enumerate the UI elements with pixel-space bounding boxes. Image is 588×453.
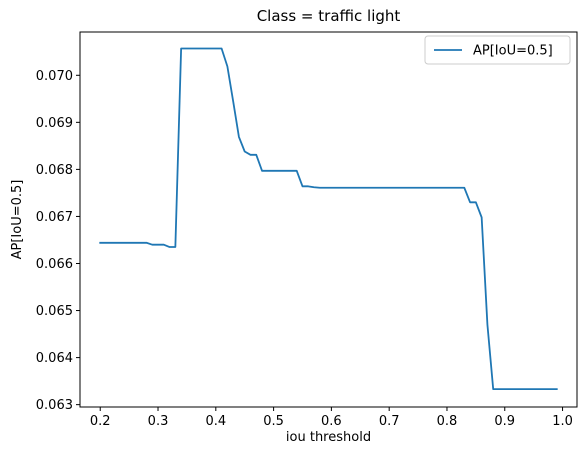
y-tick-label: 0.070	[36, 69, 73, 84]
axes-frame	[79, 31, 578, 408]
x-tick-label: 0.3	[148, 414, 169, 429]
y-tick-label: 0.068	[36, 163, 73, 178]
x-tick-label: 0.8	[437, 414, 458, 429]
legend: AP[IoU=0.5]	[424, 35, 571, 65]
y-tick-label: 0.067	[36, 210, 73, 225]
y-tick-label: 0.066	[36, 257, 73, 272]
y-tick-label: 0.064	[36, 351, 73, 366]
y-tick-label: 0.065	[36, 304, 73, 319]
x-tick-label: 0.7	[379, 414, 400, 429]
series-line-0	[99, 47, 558, 391]
x-tick-label: 1.0	[552, 414, 573, 429]
y-tick-label: 0.069	[36, 116, 73, 131]
chart-title: Class = traffic light	[257, 7, 401, 25]
x-axis-ticks: 0.2 0.3 0.4 0.5 0.6 0.7 0.8 0.9 1.0	[90, 407, 573, 429]
plot-area	[79, 31, 578, 408]
x-tick-label: 0.5	[263, 414, 284, 429]
x-tick-label: 0.9	[494, 414, 515, 429]
legend-label: AP[IoU=0.5]	[473, 44, 553, 59]
y-axis-label: AP[IoU=0.5]	[10, 180, 25, 260]
y-axis-ticks: 0.063 0.064 0.065 0.066 0.067 0.068 0.069 0.070	[36, 69, 80, 413]
legend-box	[424, 35, 571, 65]
x-tick-label: 0.2	[90, 414, 111, 429]
x-tick-label: 0.4	[205, 414, 226, 429]
y-tick-label: 0.063	[36, 398, 73, 413]
x-axis-label: iou threshold	[286, 430, 371, 445]
x-tick-label: 0.6	[321, 414, 342, 429]
